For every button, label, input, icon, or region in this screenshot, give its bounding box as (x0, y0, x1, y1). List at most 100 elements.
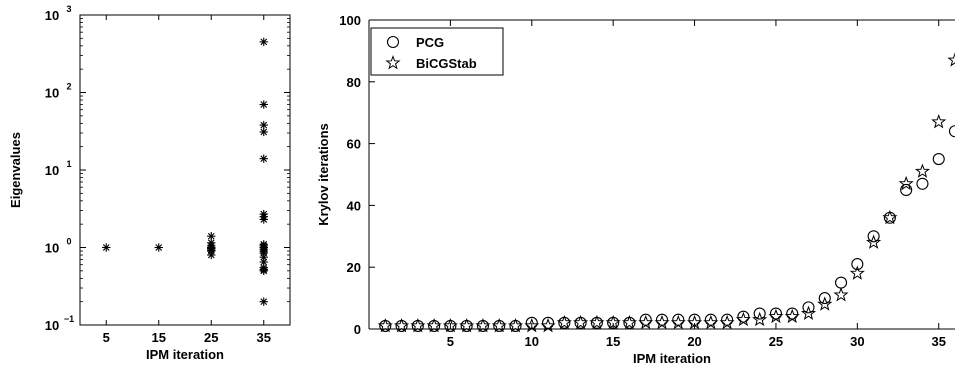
legend-box (370, 27, 504, 76)
data-point (703, 314, 719, 330)
data-point (207, 250, 216, 260)
data-point (654, 314, 670, 330)
series-bicgstab (377, 52, 955, 333)
data-point (621, 314, 638, 330)
data-point (459, 317, 475, 333)
data-point (154, 243, 163, 252)
x-axis-label: IPM iteration (146, 347, 224, 362)
y-tick-label: 10 1 (45, 159, 72, 178)
y-tick-base: 10 (45, 8, 59, 23)
y-tick-base: 10 (45, 318, 59, 333)
y-tick-label: 40 (347, 198, 361, 213)
data-point (802, 301, 815, 314)
data-point (835, 276, 848, 289)
data-point (900, 183, 913, 196)
data-point (947, 52, 955, 67)
x-tick-label: 15 (606, 334, 620, 349)
plot-frame (79, 14, 291, 326)
data-point (670, 314, 686, 330)
data-point (573, 314, 589, 330)
data-point (735, 311, 751, 327)
data-point (259, 37, 268, 47)
data-point (102, 243, 111, 252)
x-tick-label: 35 (931, 334, 945, 349)
y-tick-base: 10 (45, 163, 59, 178)
series-pcg (379, 125, 955, 332)
x-tick-label: 20 (687, 334, 701, 349)
data-point (426, 317, 442, 333)
data-point (800, 305, 817, 320)
data-point (259, 127, 268, 137)
data-point (442, 317, 458, 333)
legend-marker-bicgstab (385, 55, 401, 70)
x-tick-label: 5 (103, 330, 110, 345)
data-point (259, 297, 268, 306)
data-point (866, 234, 882, 249)
x-tick-label: 10 (525, 334, 539, 349)
data-point (916, 177, 929, 190)
y-tick-label: 0 (354, 322, 361, 337)
data-point (752, 311, 768, 327)
data-point (377, 317, 393, 333)
y-tick-label: 10 2 (45, 82, 72, 101)
data-point (475, 317, 491, 333)
legend-label-bicgstab: BiCGStab (416, 56, 477, 71)
data-point (719, 314, 735, 330)
data-point (259, 100, 268, 109)
y-tick-exponent: 1 (66, 159, 71, 169)
data-point (393, 317, 410, 333)
data-point (784, 308, 800, 324)
data-point (867, 230, 880, 243)
data-point (851, 258, 864, 271)
data-point (849, 265, 865, 280)
data-point (540, 317, 556, 333)
y-axis-label: Krylov iterations (316, 123, 331, 226)
y-tick-label: 10 3 (45, 4, 72, 23)
legend: PCG BiCGStab (370, 27, 504, 76)
y-tick-exponent: −1 (64, 314, 74, 324)
data-point (410, 317, 426, 333)
eigenvalue-plot: 5 15 25 35 10 −1 10 0 10 1 10 2 10 3 IPM iteration Eige… (8, 4, 291, 362)
y-tick-label: 20 (347, 260, 361, 275)
data-points (102, 37, 268, 306)
data-point (898, 175, 914, 191)
data-point (753, 307, 766, 320)
x-tick-label: 15 (152, 330, 166, 345)
data-point (605, 314, 621, 330)
data-point (932, 153, 945, 166)
data-point (818, 292, 831, 305)
y-tick-label: 100 (339, 13, 361, 28)
data-point (259, 257, 268, 267)
x-tick-label: 25 (204, 330, 218, 345)
data-point (259, 154, 268, 163)
x-tick-label: 25 (769, 334, 783, 349)
data-point (914, 163, 931, 178)
x-axis-label: IPM iteration (633, 351, 711, 366)
legend-marker-pcg (386, 35, 400, 49)
y-tick-label: 10 −1 (45, 314, 74, 333)
y-axis-label: Eigenvalues (8, 132, 23, 208)
data-point (931, 114, 947, 129)
data-point (948, 125, 955, 138)
data-point (259, 266, 268, 276)
krylov-plot: 5 10 15 20 25 30 35 0 20 40 60 80 100 IPM iteration Kr… (316, 13, 955, 366)
legend-label-pcg: PCG (416, 35, 444, 50)
data-point (768, 308, 784, 324)
y-tick-exponent: 2 (66, 82, 71, 92)
data-point (524, 317, 540, 333)
x-tick-label: 30 (850, 334, 864, 349)
data-point (491, 317, 507, 333)
y-tick-label: 80 (347, 75, 361, 90)
y-tick-base: 10 (45, 241, 59, 256)
x-tick-label: 35 (257, 330, 271, 345)
data-point (817, 296, 833, 311)
y-tick-exponent: 3 (66, 4, 71, 14)
data-point (589, 314, 605, 330)
y-tick-base: 10 (45, 86, 59, 101)
data-point (882, 209, 898, 225)
data-point (556, 314, 572, 330)
data-point (833, 287, 849, 302)
x-tick-label: 5 (447, 334, 454, 349)
